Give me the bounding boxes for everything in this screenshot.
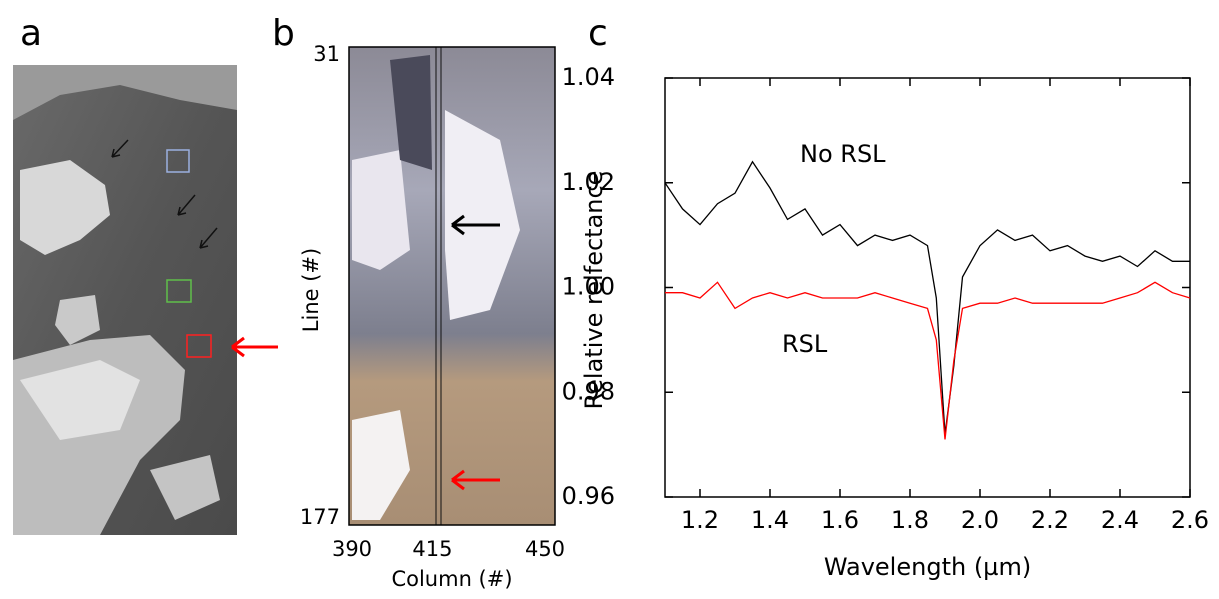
series-label: No RSL	[800, 140, 886, 168]
y-tick-label: 1.04	[562, 63, 615, 91]
x-axis-label: Wavelength (µm)	[824, 553, 1031, 581]
panel-b-image	[352, 410, 410, 520]
y-tick-label: 1.02	[562, 168, 615, 196]
panel-b-image	[352, 150, 410, 270]
y-tick-label: 0.96	[562, 482, 615, 510]
arrow	[451, 214, 500, 236]
x-tick-label: 1.2	[681, 506, 719, 534]
panel-a-image	[13, 65, 278, 535]
x-tick-label: 450	[525, 537, 565, 561]
series-label: RSL	[782, 330, 828, 358]
panel-label: b	[272, 13, 295, 54]
series-line	[664, 160, 1190, 435]
x-tick-label: 2.0	[961, 506, 999, 534]
arrow	[451, 469, 500, 491]
x-tick-label: 2.4	[1101, 506, 1139, 534]
x-tick-label: 1.4	[751, 506, 789, 534]
x-tick-label: 415	[412, 537, 452, 561]
panel-label: c	[588, 13, 608, 54]
panel-b	[348, 46, 556, 526]
x-tick-label: 1.8	[891, 506, 929, 534]
plot-frame	[664, 77, 1191, 498]
x-axis-label: Column (#)	[391, 567, 512, 591]
panel-b-image	[445, 110, 520, 320]
panel-label: a	[20, 13, 42, 54]
x-tick-label: 1.6	[821, 506, 859, 534]
y-tick-label: 0.98	[562, 377, 615, 405]
series-line	[665, 281, 1191, 440]
panel-b-frame	[348, 46, 556, 526]
y-axis-label: Relative relfectance	[580, 171, 608, 410]
panel-b-image	[390, 55, 432, 170]
x-tick-label: 2.6	[1171, 506, 1209, 534]
x-tick-label: 2.2	[1031, 506, 1069, 534]
y-tick-label: 31	[313, 42, 340, 66]
y-tick-label: 1.00	[562, 273, 615, 301]
x-tick-label: 390	[332, 537, 372, 561]
y-tick-label: 177	[300, 505, 340, 529]
y-axis-label: Line (#)	[299, 248, 323, 332]
